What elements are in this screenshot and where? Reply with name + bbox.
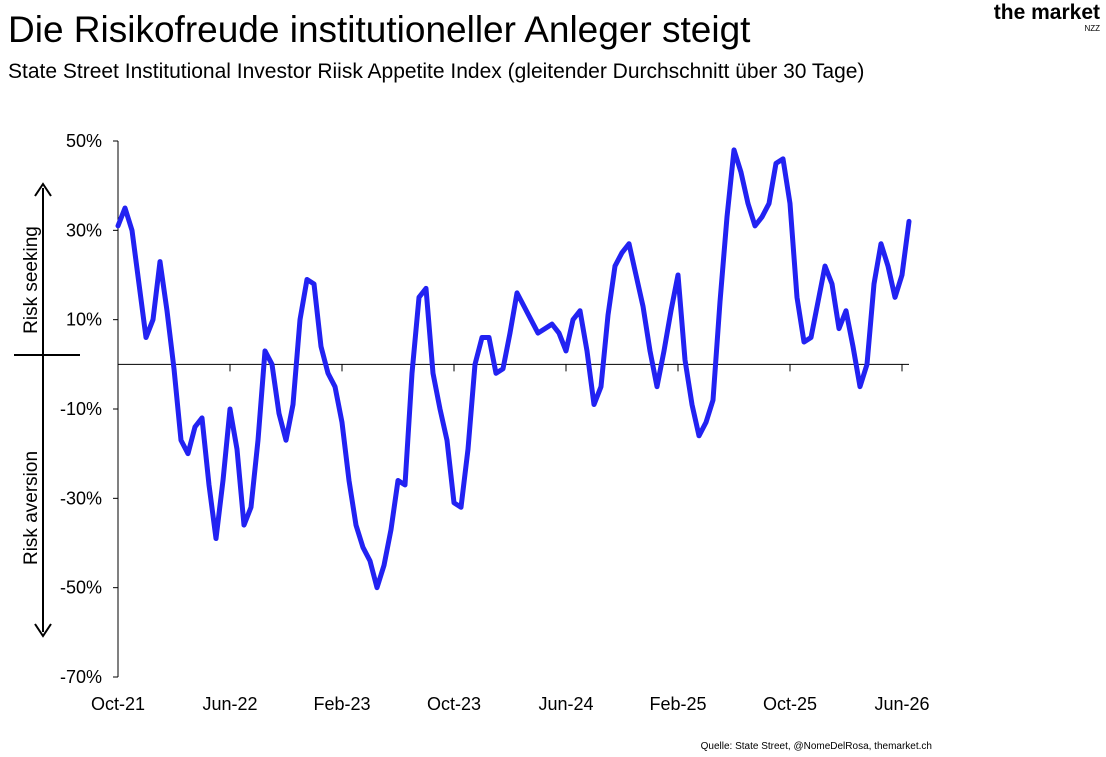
logo: the market (994, 1, 1100, 24)
y-tick-label: 50% (66, 131, 102, 151)
x-tick-label: Jun-26 (874, 694, 929, 714)
y-tick-label: -70% (60, 667, 102, 687)
x-tick-label: Oct-25 (763, 694, 817, 714)
x-tick-label: Oct-21 (91, 694, 145, 714)
y-tick-label: 10% (66, 310, 102, 330)
y-tick-label: 30% (66, 220, 102, 240)
y-tick-label: -30% (60, 488, 102, 508)
logo-sub: NZZ (1084, 24, 1100, 33)
series-line (115, 147, 912, 591)
chart-title: Die Risikofreude institutioneller Anlege… (8, 9, 751, 50)
x-tick-label: Oct-23 (427, 694, 481, 714)
y-tick-label: -50% (60, 578, 102, 598)
x-tick-label: Jun-22 (202, 694, 257, 714)
arrow-head (34, 182, 52, 197)
annotation: Risk seeking (21, 226, 42, 334)
chart-subtitle: State Street Institutional Investor Riis… (8, 60, 864, 83)
x-tick-label: Feb-23 (313, 694, 370, 714)
arrow-head (34, 623, 52, 638)
source: Quelle: State Street, @NomeDelRosa, them… (701, 741, 932, 752)
x-tick-label: Jun-24 (538, 694, 593, 714)
risk-arrow (14, 182, 80, 638)
annotation: Risk aversion (21, 451, 42, 565)
y-tick-label: -10% (60, 399, 102, 419)
x-tick-label: Feb-25 (649, 694, 706, 714)
